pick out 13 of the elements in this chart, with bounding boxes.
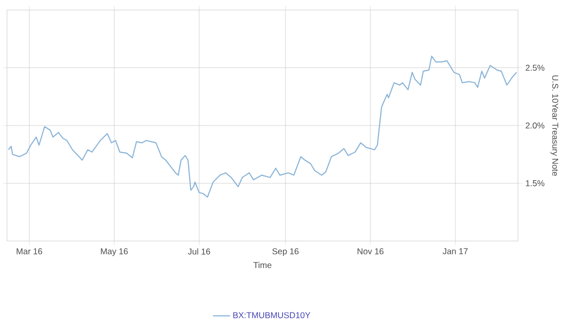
x-tick-label: Mar 16 <box>16 248 42 254</box>
x-tick-label: Jan 17 <box>442 248 468 254</box>
legend-label: BX:TMUBMUSD10Y <box>233 312 310 318</box>
x-tick-label: Sep 16 <box>272 248 299 256</box>
y-tick-label: 2.5% <box>526 64 544 71</box>
x-tick-label: Jul 16 <box>188 248 210 254</box>
x-tick-label: May 16 <box>100 248 128 256</box>
x-tick-label: Nov 16 <box>358 248 384 254</box>
y-axis-title: U.S. 10Year Treasury Note <box>550 75 558 176</box>
y-tick-label: 2.0% <box>526 122 544 128</box>
x-axis-title: Time <box>253 262 272 268</box>
y-tick-label: 1.5% <box>526 180 544 186</box>
line-series <box>8 55 518 198</box>
